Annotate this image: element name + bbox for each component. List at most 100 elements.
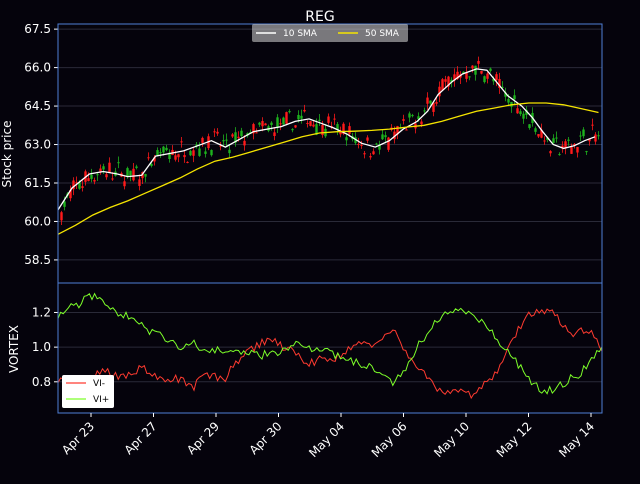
- price-tick-label: 58.5: [24, 253, 51, 267]
- candle-down: [309, 121, 312, 126]
- candle-up: [258, 122, 261, 125]
- candle-up: [504, 92, 507, 97]
- candle-down: [342, 123, 345, 134]
- price-axis-label: Stock price: [0, 121, 14, 188]
- candle-down: [363, 153, 366, 155]
- vortex-frame: [57, 282, 603, 414]
- candle-down: [426, 97, 429, 104]
- candle-down: [174, 155, 177, 160]
- candle-down: [93, 179, 96, 182]
- candle-up: [381, 134, 384, 140]
- candle-down: [243, 140, 246, 146]
- price-tick-label: 60.0: [24, 214, 51, 228]
- candle-down: [105, 174, 108, 178]
- candle-up: [522, 113, 525, 119]
- candle-down: [72, 180, 75, 190]
- candle-up: [534, 128, 537, 132]
- candle-up: [129, 170, 132, 176]
- candle-down: [87, 178, 90, 182]
- candle-up: [384, 135, 387, 138]
- candle-up: [582, 129, 585, 137]
- candle-down: [549, 151, 552, 154]
- candle-down: [192, 150, 195, 156]
- candle-down: [402, 119, 405, 121]
- candle-down: [591, 124, 594, 126]
- candle-down: [360, 144, 363, 146]
- candle-down: [396, 126, 399, 135]
- candle-up: [144, 174, 147, 177]
- candle-up: [567, 139, 570, 141]
- candle-down: [477, 60, 480, 64]
- candle-up: [204, 151, 207, 154]
- candle-down: [498, 79, 501, 88]
- vortex-legend: VI- VI+: [62, 375, 114, 408]
- candle-down: [177, 154, 180, 158]
- candle-down: [69, 189, 72, 199]
- vortex-panel: 0.8 1.0 1.2: [32, 282, 603, 414]
- candle-up: [96, 174, 99, 176]
- candle-down: [285, 112, 288, 124]
- sma10-line: [57, 68, 596, 211]
- candle-up: [297, 114, 300, 120]
- candle-up: [78, 182, 81, 189]
- candle-up: [165, 147, 168, 151]
- candle-down: [441, 79, 444, 91]
- sma50-line: [57, 102, 599, 235]
- candle-up: [189, 150, 192, 156]
- candle-down: [279, 123, 282, 125]
- price-tick-label: 63.0: [24, 138, 51, 152]
- candle-down: [573, 143, 576, 146]
- candle-down: [372, 151, 375, 155]
- candle-up: [513, 95, 516, 100]
- candle-up: [318, 119, 321, 121]
- legend-label-vi-minus: VI-: [93, 379, 105, 389]
- candle-up: [210, 149, 213, 156]
- candle-down: [447, 76, 450, 87]
- candle-up: [345, 137, 348, 141]
- price-tick-label: 67.5: [24, 22, 51, 36]
- candle-down: [231, 134, 234, 137]
- candle-up: [423, 110, 426, 112]
- candle-down: [348, 126, 351, 134]
- candle-down: [186, 161, 189, 163]
- chart-title: REG: [305, 9, 334, 25]
- candle-down: [75, 182, 78, 184]
- candle-down: [261, 121, 264, 127]
- candle-down: [252, 124, 255, 134]
- candle-down: [420, 121, 423, 125]
- candle-down: [495, 74, 498, 80]
- candle-up: [126, 168, 129, 177]
- candle-up: [492, 78, 495, 82]
- candle-up: [276, 117, 279, 128]
- candle-up: [468, 76, 471, 78]
- candle-down: [456, 71, 459, 80]
- candle-up: [528, 124, 531, 128]
- candle-down: [465, 72, 468, 79]
- candle-up: [240, 130, 243, 137]
- candle-up: [450, 79, 453, 83]
- candle-down: [393, 131, 396, 140]
- candle-up: [501, 86, 504, 88]
- price-legend-box: [252, 24, 408, 42]
- candle-up: [552, 138, 555, 143]
- price-panel: 58.5 60.0 61.5 63.0 64.5 66.0 67.5: [24, 22, 603, 284]
- vortex-tick-label: 1.2: [32, 305, 51, 319]
- candle-up: [375, 143, 378, 145]
- candle-up: [168, 152, 171, 160]
- candle-down: [237, 136, 240, 138]
- candle-up: [474, 65, 477, 75]
- legend-label-sma50: 50 SMA: [365, 29, 400, 39]
- candle-down: [594, 134, 597, 142]
- candle-down: [480, 70, 483, 74]
- candle-up: [282, 117, 285, 125]
- candle-up: [378, 144, 381, 150]
- price-tick-label: 66.0: [24, 61, 51, 75]
- candle-up: [195, 144, 198, 146]
- candle-up: [135, 166, 138, 168]
- candle-down: [387, 137, 390, 150]
- price-tick-label: 61.5: [24, 176, 51, 190]
- candle-down: [576, 147, 579, 153]
- candle-up: [585, 151, 588, 153]
